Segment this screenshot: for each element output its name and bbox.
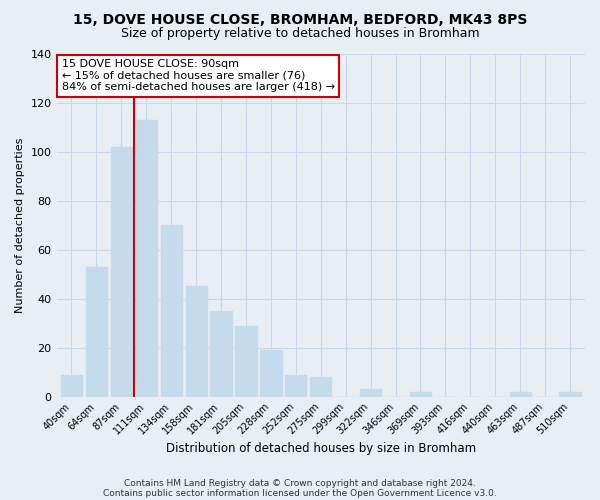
Text: 15 DOVE HOUSE CLOSE: 90sqm
← 15% of detached houses are smaller (76)
84% of semi: 15 DOVE HOUSE CLOSE: 90sqm ← 15% of deta… — [62, 59, 335, 92]
Bar — [161, 226, 182, 396]
X-axis label: Distribution of detached houses by size in Bromham: Distribution of detached houses by size … — [166, 442, 476, 455]
Text: 15, DOVE HOUSE CLOSE, BROMHAM, BEDFORD, MK43 8PS: 15, DOVE HOUSE CLOSE, BROMHAM, BEDFORD, … — [73, 12, 527, 26]
Bar — [410, 392, 431, 396]
Text: Contains public sector information licensed under the Open Government Licence v3: Contains public sector information licen… — [103, 488, 497, 498]
Bar — [86, 267, 107, 396]
Text: Size of property relative to detached houses in Bromham: Size of property relative to detached ho… — [121, 28, 479, 40]
Bar — [509, 392, 531, 396]
Bar — [61, 374, 82, 396]
Bar — [211, 311, 232, 396]
Bar — [235, 326, 257, 396]
Y-axis label: Number of detached properties: Number of detached properties — [15, 138, 25, 313]
Bar — [111, 147, 132, 396]
Bar — [285, 374, 307, 396]
Bar — [260, 350, 281, 397]
Bar — [360, 389, 381, 396]
Bar — [136, 120, 157, 396]
Bar — [310, 377, 331, 396]
Bar — [559, 392, 581, 396]
Text: Contains HM Land Registry data © Crown copyright and database right 2024.: Contains HM Land Registry data © Crown c… — [124, 478, 476, 488]
Bar — [185, 286, 207, 397]
